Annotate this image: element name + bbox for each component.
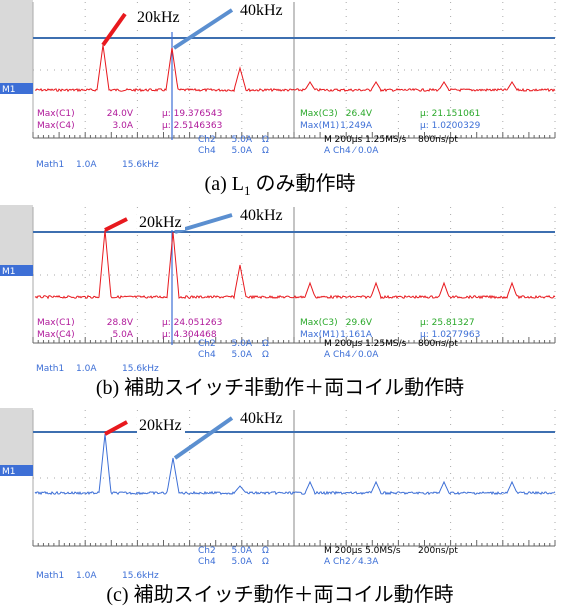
measurement: µ: 2.5146363 — [162, 121, 222, 131]
trace — [35, 434, 555, 494]
trigger: A Ch4 ⁄ 0.0A — [324, 146, 379, 156]
channel-info: 5.0A — [232, 557, 253, 567]
marker-label: M1 — [2, 267, 16, 277]
measurement: Max(C4) — [37, 330, 75, 340]
math-info: 1.0A — [76, 364, 97, 374]
measurement: 28.8V — [107, 318, 134, 328]
annotation-20k: 20kHz — [137, 9, 180, 26]
caption: (b) 補助スイッチ非動作＋両コイル動作時 — [96, 376, 464, 399]
measurement: Max(C1) — [37, 318, 75, 328]
side-bar — [0, 205, 33, 265]
channel-info: Ch4 — [198, 350, 216, 360]
resolution: 800ns/pt — [418, 339, 458, 349]
annotation-20k: 20kHz — [139, 417, 182, 434]
timebase: M 200µs 5.0MS/s — [324, 546, 401, 556]
math-info: 15.6kHz — [122, 571, 159, 581]
resolution: 800ns/pt — [418, 135, 458, 145]
timebase: M 200µs 1.25MS/s — [324, 135, 407, 145]
measurement: 5.0A — [113, 330, 134, 340]
measurement: 26.4V — [346, 109, 373, 119]
scope-screen: M1 20kHz 40kHz — [0, 408, 555, 546]
math-info: 15.6kHz — [122, 364, 159, 374]
marker-label: M1 — [2, 85, 16, 95]
annotation-line — [103, 14, 125, 45]
caption: (a) L1 のみ動作時 — [205, 172, 356, 198]
caption-text: のみ動作時 — [250, 172, 355, 195]
channel-info: Ch2 — [198, 135, 216, 145]
measurement: 3.0A — [113, 121, 134, 131]
measurement: µ: 24.051263 — [162, 318, 222, 328]
channel-info: Ω — [262, 135, 269, 145]
measurement: 29.6V — [346, 318, 373, 328]
channel-info: Ω — [262, 350, 269, 360]
channel-info: 5.0A — [232, 350, 253, 360]
caption-text: (b) 補助スイッチ非動作＋両コイル動作時 — [96, 376, 464, 399]
measurement: µ: 25.81327 — [420, 318, 475, 328]
math-info: Math1 — [36, 571, 64, 581]
scope-screen: M1 20kHz 40kHz Max(C1) 24.0V µ: 19.376543 Max(… — [0, 0, 555, 140]
measurement: Max(C1) — [37, 109, 75, 119]
measurement: µ: 21.151061 — [420, 109, 480, 119]
annotation-40k: 40kHz — [240, 2, 283, 19]
math-info: Math1 — [36, 160, 64, 170]
side-bar — [0, 0, 33, 83]
channel-info: Ω — [262, 146, 269, 156]
math-info: 15.6kHz — [122, 160, 159, 170]
resolution: 200ns/pt — [418, 546, 458, 556]
channel-info: Ω — [262, 557, 269, 567]
channel-info: Ch4 — [198, 146, 216, 156]
caption-text: (c) 補助スイッチ動作＋両コイル動作時 — [106, 583, 453, 606]
channel-info: 5.0A — [232, 135, 253, 145]
measurement: Max(C4) — [37, 121, 75, 131]
measurement: µ: 1.0200329 — [420, 121, 481, 131]
channel-info: Ch4 — [198, 557, 216, 567]
measurement: Max(M1) — [300, 121, 339, 131]
side-bar — [0, 408, 33, 465]
caption: (c) 補助スイッチ動作＋両コイル動作時 — [106, 583, 453, 606]
channel-info: Ch2 — [198, 339, 216, 349]
measurement: 24.0V — [107, 109, 134, 119]
annotation-line — [105, 219, 127, 230]
measurement: µ: 19.376543 — [162, 109, 222, 119]
annotation-40k: 40kHz — [240, 410, 283, 427]
math-info: Math1 — [36, 364, 64, 374]
measurement: 1.249A — [340, 121, 373, 131]
measurement: Max(C3) — [300, 318, 338, 328]
trigger: A Ch4 ⁄ 0.0A — [324, 350, 379, 360]
math-info: 1.0A — [76, 571, 97, 581]
channel-info: Ω — [262, 546, 269, 556]
annotation-40k: 40kHz — [240, 207, 283, 224]
measurement: Max(C3) — [300, 109, 338, 119]
channel-info: Ch2 — [198, 546, 216, 556]
channel-info: 5.0A — [232, 146, 253, 156]
annotation-20k: 20kHz — [139, 214, 182, 231]
caption-text: (a) L — [205, 173, 244, 195]
timebase: M 200µs 1.25MS/s — [324, 339, 407, 349]
trace — [35, 45, 555, 91]
trace — [35, 230, 555, 298]
channel-info: Ω — [262, 339, 269, 349]
channel-info: 5.0A — [232, 546, 253, 556]
marker-label: M1 — [2, 467, 16, 477]
trigger: A Ch2 ⁄ 4.3A — [324, 557, 379, 567]
math-info: 1.0A — [76, 160, 97, 170]
scope-screen: M1 20kHz 40kHz Max(C1) 28.8V µ: 24.051263 Max(… — [0, 205, 555, 345]
channel-info: 5.0A — [232, 339, 253, 349]
figure: M1 20kHz 40kHz Max(C1) 24.0V µ: 19.376543 Max(… — [0, 0, 563, 613]
